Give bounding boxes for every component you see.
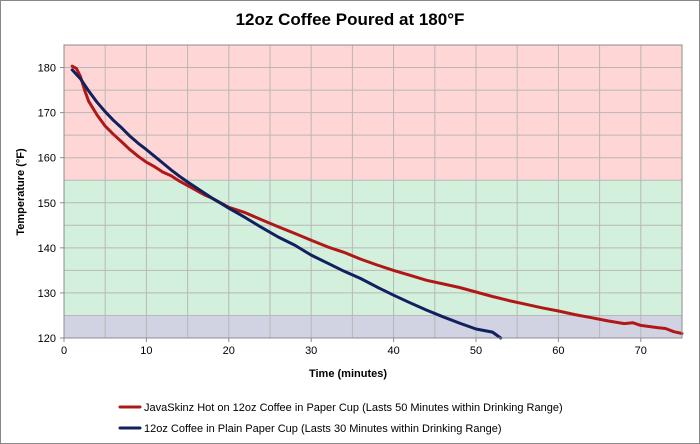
x-tick-label: 50 <box>470 345 482 357</box>
y-tick-label: 150 <box>38 198 56 210</box>
x-tick-label: 10 <box>140 345 152 357</box>
x-tick-label: 30 <box>305 345 317 357</box>
series-lines <box>70 64 684 340</box>
band-2 <box>64 315 682 338</box>
x-tick-label: 40 <box>387 345 399 357</box>
x-tick-label: 20 <box>223 345 235 357</box>
legend-label-javaskinz: JavaSkinz Hot on 12oz Coffee in Paper Cu… <box>144 402 563 414</box>
legend-label-plain-cup: 12oz Coffee in Plain Paper Cup (Lasts 30… <box>144 423 502 435</box>
y-tick-label: 180 <box>38 63 56 75</box>
chart-title: 12oz Coffee Poured at 180°F <box>236 10 465 29</box>
axis-ticks: 0 10 20 30 40 50 60 70 120 130 140 150 160 170 180 <box>38 63 647 357</box>
temperature-bands <box>64 45 682 338</box>
y-tick-label: 160 <box>38 153 56 165</box>
grid-lines <box>64 44 682 338</box>
x-tick-label: 0 <box>61 345 67 357</box>
legend: JavaSkinz Hot on 12oz Coffee in Paper Cu… <box>118 402 563 435</box>
plot-frame <box>63 44 683 339</box>
x-tick-label: 70 <box>635 345 647 357</box>
axes <box>63 44 683 339</box>
series-line-javaskinz <box>70 64 684 335</box>
x-tick-label: 60 <box>552 345 564 357</box>
y-tick-label: 120 <box>38 333 56 345</box>
y-tick-label: 140 <box>38 243 56 255</box>
x-axis-label: Time (minutes) <box>309 368 387 380</box>
y-axis-label: Temperature (°F) <box>15 148 27 236</box>
series-line-plain-cup <box>70 68 503 340</box>
y-tick-label: 170 <box>38 108 56 120</box>
y-tick-label: 130 <box>38 288 56 300</box>
